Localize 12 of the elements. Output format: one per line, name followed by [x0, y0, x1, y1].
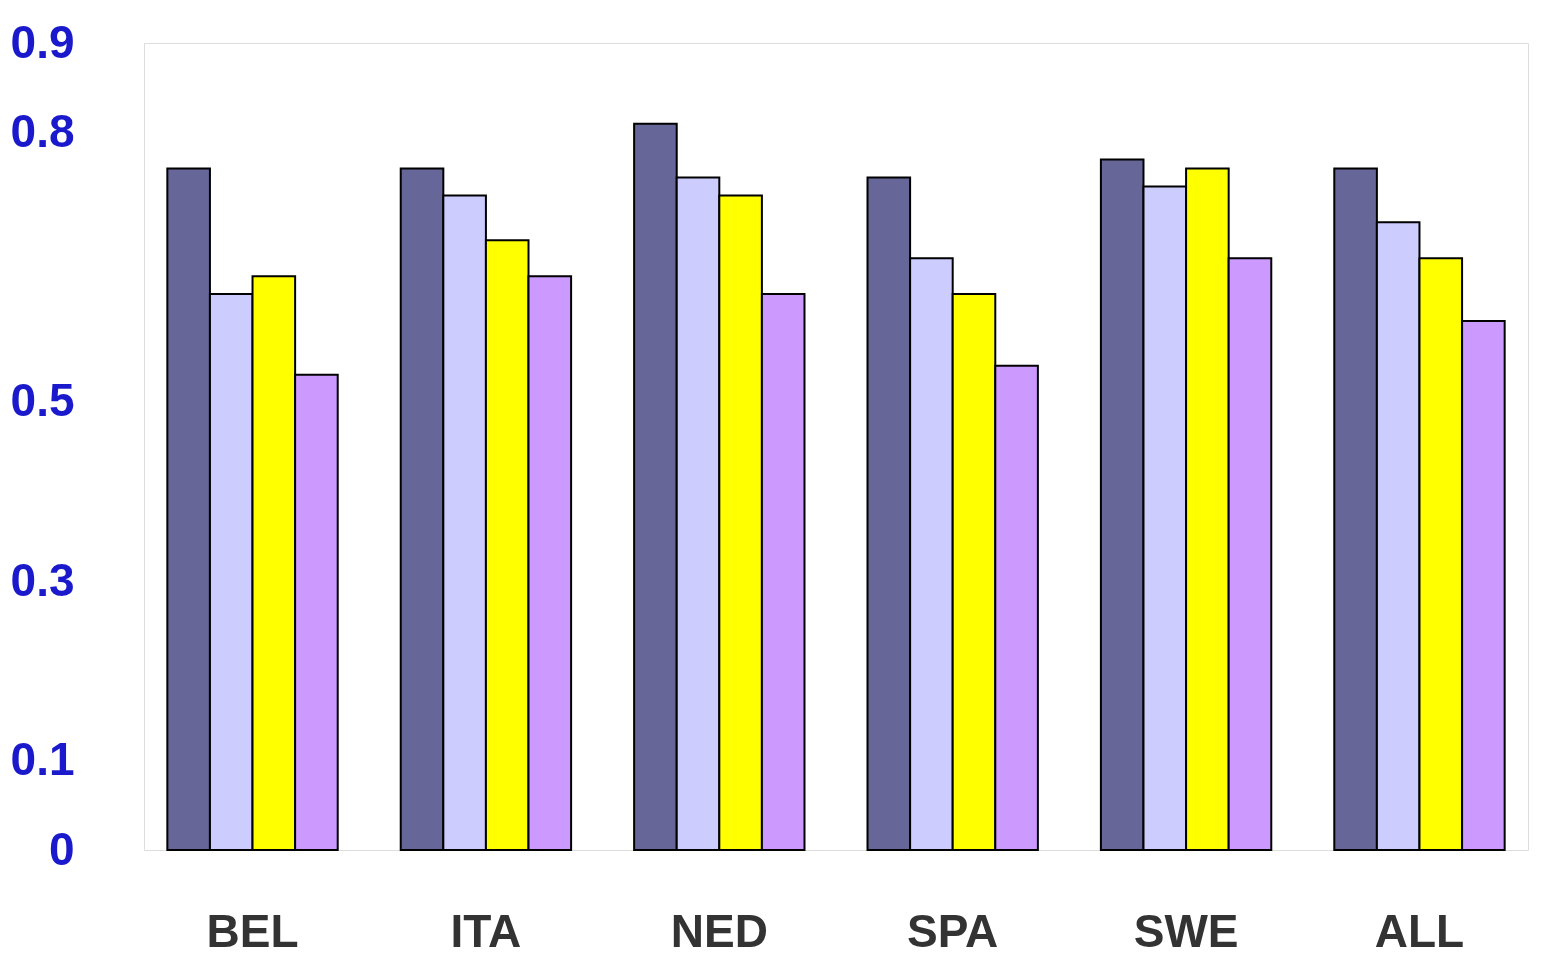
x-tick-label: ALL	[1374, 904, 1465, 957]
y-tick-label: 0.3	[10, 553, 75, 606]
x-tick-label: ITA	[450, 904, 522, 957]
x-tick-label: NED	[670, 904, 768, 957]
x-tick-label: SPA	[907, 904, 999, 957]
y-tick-label: 0.5	[10, 374, 75, 427]
y-tick-label: 0.8	[10, 105, 75, 158]
y-tick-label: 0.1	[10, 732, 75, 785]
x-tick-label: BEL	[206, 904, 299, 957]
y-tick-label: 0	[48, 822, 75, 875]
x-tick-label: SWE	[1133, 904, 1239, 957]
y-tick-label: 0.9	[10, 15, 75, 68]
